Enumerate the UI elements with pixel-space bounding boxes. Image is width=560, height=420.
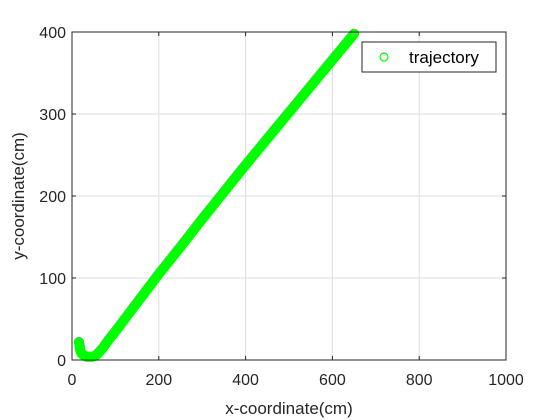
- legend-marker-icon: [379, 52, 389, 62]
- y-tick-label: 400: [39, 25, 66, 42]
- legend-label: trajectory: [409, 48, 479, 67]
- y-tick-label: 300: [39, 107, 66, 124]
- trajectory-point: [346, 32, 357, 43]
- legend: trajectory: [361, 41, 497, 73]
- trajectory-point: [347, 30, 358, 41]
- y-axis-label: y-coordinate(cm): [9, 132, 28, 260]
- x-tick-label: 600: [319, 372, 346, 389]
- trajectory-point: [349, 28, 360, 39]
- legend-box: [361, 41, 497, 73]
- axis-ticks: 0 200 400 600 800 1000 0 100 200 300 400: [39, 25, 524, 389]
- x-tick-label: 0: [68, 372, 77, 389]
- x-axis-label: x-coordinate(cm): [225, 399, 353, 418]
- x-tick-label: 800: [406, 372, 433, 389]
- y-tick-label: 100: [39, 271, 66, 288]
- x-tick-label: 200: [145, 372, 172, 389]
- x-tick-label: 400: [232, 372, 259, 389]
- y-tick-label: 200: [39, 189, 66, 206]
- trajectory-point: [348, 29, 359, 40]
- y-tick-label: 0: [57, 353, 66, 370]
- trajectory-series: [73, 28, 360, 362]
- x-tick-label: 1000: [488, 372, 524, 389]
